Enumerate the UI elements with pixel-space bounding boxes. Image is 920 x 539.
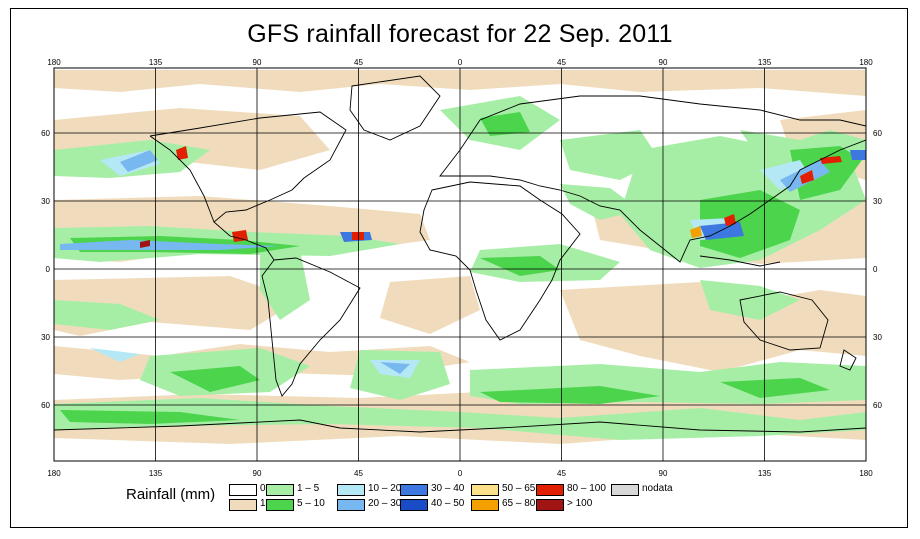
legend-label: 20 – 30 (368, 498, 402, 509)
lat-labels-right: 60 30 0 30 60 (873, 129, 882, 410)
lat-tick-label: 0 (873, 265, 878, 274)
legend-swatch (400, 484, 428, 496)
lon-tick-label: 135 (758, 58, 772, 67)
lat-tick-label: 60 (873, 401, 882, 410)
lat-tick-label: 30 (41, 197, 50, 206)
lat-tick-label: 0 (46, 265, 51, 274)
legend-label: 10 – 20 (368, 483, 402, 494)
legend-swatch (266, 499, 294, 511)
lon-tick-label: 90 (253, 469, 262, 478)
lon-tick-label: 90 (659, 469, 668, 478)
legend-label: 0 (260, 483, 266, 494)
legend-swatch (337, 484, 365, 496)
legend-swatch (400, 499, 428, 511)
lon-tick-label: 45 (557, 58, 566, 67)
australia-coast (739, 291, 829, 351)
lat-tick-label: 60 (41, 129, 50, 138)
lon-tick-label: 0 (458, 58, 463, 67)
lat-tick-label: 30 (873, 333, 882, 342)
lon-tick-label: 45 (354, 469, 363, 478)
legend-swatch (536, 484, 564, 496)
lon-labels-top: 180 135 90 45 0 45 90 135 180 (47, 58, 873, 67)
lon-labels-bottom: 180 135 90 45 0 45 90 135 180 (47, 469, 873, 478)
legend-label: > 100 (567, 498, 593, 509)
lat-tick-label: 60 (873, 129, 882, 138)
legend-swatch (611, 484, 639, 496)
map-title: GFS rainfall forecast for 22 Sep. 2011 (247, 20, 673, 48)
lon-tick-label: 45 (354, 58, 363, 67)
legend-label: 1 (260, 498, 266, 509)
legend-label: 30 – 40 (431, 483, 465, 494)
legend-swatch (229, 484, 257, 496)
new-zealand-coast (839, 349, 857, 371)
lon-tick-label: 180 (859, 469, 873, 478)
lat-labels-left: 60 30 0 30 60 (41, 129, 50, 410)
lon-tick-label: 0 (458, 469, 463, 478)
legend-label: 65 – 80 (502, 498, 536, 509)
graticule (54, 68, 866, 461)
lon-tick-label: 90 (659, 58, 668, 67)
figure-frame (10, 8, 908, 528)
lon-tick-label: 45 (557, 469, 566, 478)
lat-tick-label: 30 (873, 197, 882, 206)
north-america-coast (149, 111, 347, 261)
africa-coast (419, 181, 581, 341)
lat-tick-label: 60 (41, 401, 50, 410)
lon-tick-label: 180 (47, 58, 61, 67)
legend-swatch (229, 499, 257, 511)
legend-swatch (266, 484, 294, 496)
legend-label: 40 – 50 (431, 498, 465, 509)
rain-extreme-cores (140, 146, 842, 248)
legend-label: 5 – 10 (297, 498, 325, 509)
lon-tick-label: 180 (47, 469, 61, 478)
legend-label: 1 – 5 (297, 483, 320, 494)
lon-tick-label: 180 (859, 58, 873, 67)
lon-tick-label: 135 (758, 469, 772, 478)
lon-tick-label: 135 (149, 469, 163, 478)
south-america-coast (261, 257, 361, 397)
legend-label: 80 – 100 (567, 483, 606, 494)
legend-swatch (471, 484, 499, 496)
lon-tick-label: 135 (149, 58, 163, 67)
legend-label: nodata (642, 483, 673, 494)
legend-swatch (471, 499, 499, 511)
indonesia-coast (699, 255, 781, 267)
legend-swatch (536, 499, 564, 511)
legend-title: Rainfall (mm) (126, 486, 216, 503)
eurasia-coast (439, 95, 866, 263)
lon-tick-label: 90 (253, 58, 262, 67)
legend-swatch (337, 499, 365, 511)
legend-label: 50 – 65 (502, 483, 536, 494)
map-border (53, 67, 867, 462)
lat-tick-label: 30 (41, 333, 50, 342)
